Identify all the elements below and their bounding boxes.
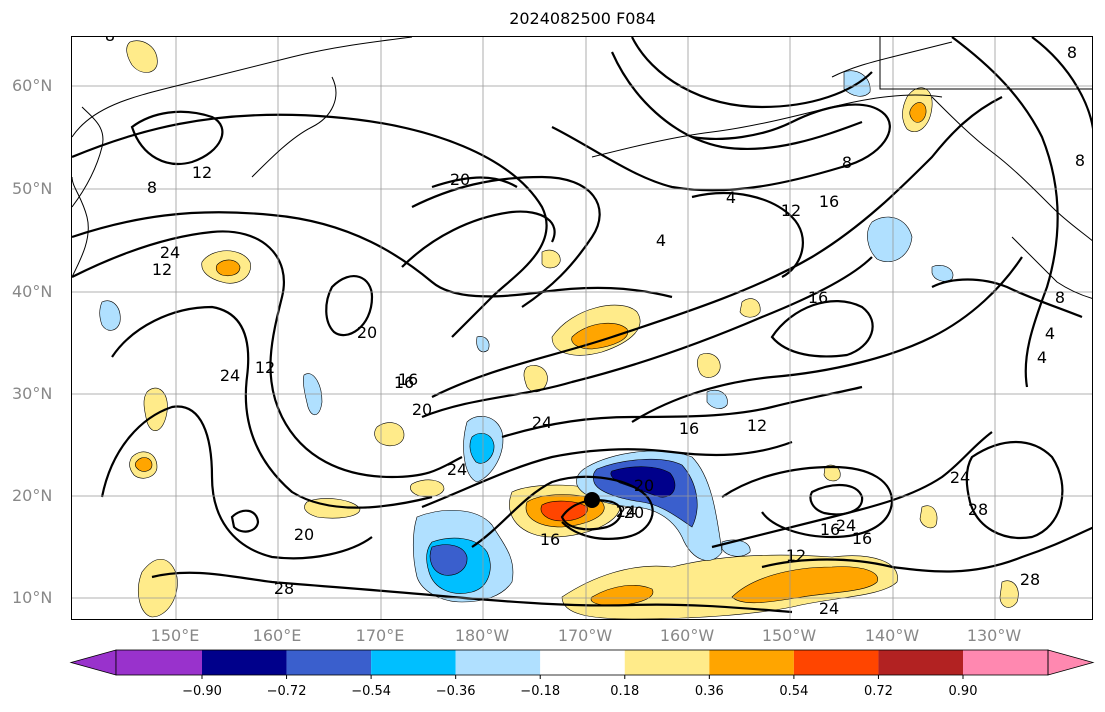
contour-label: 4: [656, 231, 666, 250]
contour-label: 24: [950, 468, 970, 487]
contour-label: 8: [842, 153, 852, 172]
colorbar-extend-low: [69, 649, 117, 676]
colorbar-tick-label: −0.90: [182, 684, 222, 699]
contour-label: 4: [726, 188, 736, 207]
colorbar-segment: [540, 650, 625, 675]
contour-label: 20: [624, 503, 644, 522]
colorbar-extend-high: [1047, 649, 1095, 676]
contour-label: 28: [968, 500, 988, 519]
contour-label: 16: [679, 419, 699, 438]
contour-label: 28: [1020, 570, 1040, 589]
lon-label-150w: 150°W: [761, 626, 817, 645]
map-title: 2024082500 F084: [509, 9, 656, 28]
colorbar-segments: [69, 649, 1095, 676]
lat-label-60n: 60°N: [12, 76, 53, 95]
contour-label: 8: [147, 178, 157, 197]
contour-label: 24: [616, 502, 636, 521]
contour-label: 20: [634, 476, 654, 495]
lat-label-40n: 40°N: [12, 282, 53, 301]
colorbar-segment: [286, 650, 372, 675]
contour-label: 12: [781, 201, 801, 220]
contour-layer: [72, 37, 1092, 614]
contour-label: 16: [820, 520, 840, 539]
lon-label-130w: 130°W: [966, 626, 1022, 645]
contour-label: 12: [747, 416, 767, 435]
lon-label-140w: 140°W: [864, 626, 920, 645]
colorbar-segment: [202, 650, 287, 675]
colorbar-tick-label: 0.36: [694, 684, 724, 699]
lon-label-150e: 150°E: [150, 626, 200, 645]
colorbar-tick-label: 0.18: [610, 684, 640, 699]
map-panel: 8128202420122412201616202428242016121684…: [71, 36, 1093, 620]
colorbar-tick-label: −0.72: [266, 684, 307, 699]
colorbar-segment: [963, 650, 1048, 675]
contour-label: 24: [447, 460, 467, 479]
colorbar-segment: [116, 650, 202, 675]
map-canvas: 8128202420122412201616202428242016121684…: [72, 37, 1092, 619]
colorbar-segment: [793, 650, 879, 675]
colorbar-tick-marks: [201, 675, 964, 679]
contour-label: 16: [394, 373, 414, 392]
contour-label: 24: [532, 413, 552, 432]
lat-label-30n: 30°N: [12, 384, 53, 403]
contour-label: 8: [1055, 288, 1065, 307]
graticule: [72, 37, 1092, 619]
contour-label: 16: [398, 370, 418, 389]
colorbar-segment: [878, 650, 963, 675]
contour-label: 8: [105, 37, 115, 45]
contour-label: 4: [1045, 324, 1055, 343]
contour-label: 16: [852, 529, 872, 548]
lon-label-160w: 160°W: [659, 626, 715, 645]
colorbar-segment: [624, 650, 710, 675]
colorbar-tick-label: 0.54: [779, 684, 809, 699]
contour-label: 20: [357, 323, 377, 342]
colorbar-tick-label: 0.72: [863, 684, 893, 699]
colorbar-tick-label: 0.90: [948, 684, 978, 699]
lat-label-50n: 50°N: [12, 179, 53, 198]
contour-label: 20: [294, 525, 314, 544]
colorbar-segment: [455, 650, 541, 675]
lon-label-160e: 160°E: [252, 626, 302, 645]
contour-label: 28: [274, 579, 294, 598]
contour-label: 24: [160, 243, 180, 262]
contour-label: 16: [819, 192, 839, 211]
colorbar-tick-label: −0.36: [435, 684, 476, 699]
contour-label: 4: [1037, 348, 1047, 367]
colorbar-segment: [371, 650, 456, 675]
contour-label: 24: [220, 366, 240, 385]
lat-label-20n: 20°N: [12, 486, 53, 505]
contour-label: 12: [152, 260, 172, 279]
contour-label: 12: [255, 358, 275, 377]
coastlines: [72, 37, 1092, 299]
contour-label: 16: [540, 530, 560, 549]
contour-labels: 8128202420122412201616202428242016121684…: [105, 37, 1085, 618]
low-center-marker: [584, 492, 600, 508]
contour-label: 20: [450, 170, 470, 189]
colorbar-tick-label: −0.18: [520, 684, 561, 699]
contour-label: 8: [1067, 43, 1077, 62]
contour-label: 12: [192, 163, 212, 182]
contour-label: 12: [786, 546, 806, 565]
lat-label-10n: 10°N: [12, 588, 53, 607]
contour-label: 8: [1075, 151, 1085, 170]
colorbar: [69, 649, 1095, 679]
shading-layer: [99, 40, 1019, 619]
lon-label-170e: 170°E: [355, 626, 405, 645]
contour-label: 24: [819, 599, 839, 618]
contour-label: 20: [412, 400, 432, 419]
colorbar-segment: [709, 650, 794, 675]
contour-label: 24: [836, 516, 856, 535]
lon-label-180w: 180°W: [454, 626, 510, 645]
contour-label: 16: [808, 288, 828, 307]
lon-label-170w: 170°W: [557, 626, 613, 645]
colorbar-tick-label: −0.54: [351, 684, 392, 699]
